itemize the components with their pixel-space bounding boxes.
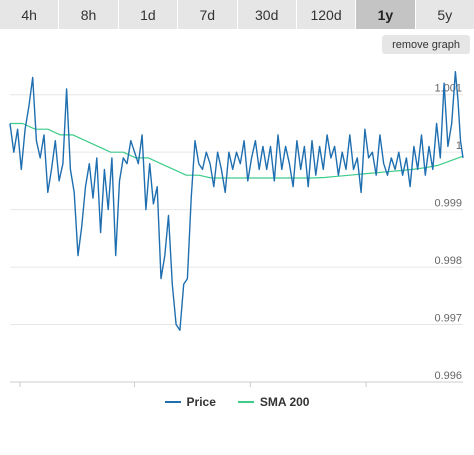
- tab-7d[interactable]: 7d: [178, 0, 237, 29]
- chart-legend: Price SMA 200: [0, 392, 474, 412]
- legend-label-sma: SMA 200: [259, 395, 310, 409]
- legend-item-price[interactable]: Price: [164, 395, 216, 409]
- time-range-tabs: 4h 8h 1d 7d 30d 120d 1y 5y: [0, 0, 474, 29]
- tab-4h[interactable]: 4h: [0, 0, 59, 29]
- legend-label-price: Price: [186, 395, 216, 409]
- y-tick-label: 0.997: [434, 313, 462, 325]
- legend-item-sma[interactable]: SMA 200: [237, 395, 310, 409]
- y-tick-label: 0.999: [434, 198, 462, 210]
- price-line-swatch: [164, 401, 181, 403]
- sma-line-swatch: [237, 401, 254, 403]
- tab-5y[interactable]: 5y: [415, 0, 474, 29]
- y-tick-label: 1.001: [434, 83, 462, 95]
- price-series-line: [9, 71, 464, 331]
- tab-30d[interactable]: 30d: [237, 0, 296, 29]
- y-tick-label: 1: [456, 140, 462, 152]
- tab-1d[interactable]: 1d: [118, 0, 178, 29]
- tab-8h[interactable]: 8h: [59, 0, 118, 29]
- tab-120d[interactable]: 120d: [296, 0, 356, 29]
- sma-200-series-line: [10, 122, 464, 179]
- remove-graph-button[interactable]: remove graph: [382, 35, 470, 54]
- y-tick-label: 0.996: [434, 370, 462, 382]
- y-tick-label: 0.998: [434, 255, 462, 267]
- tab-1y[interactable]: 1y: [356, 0, 415, 29]
